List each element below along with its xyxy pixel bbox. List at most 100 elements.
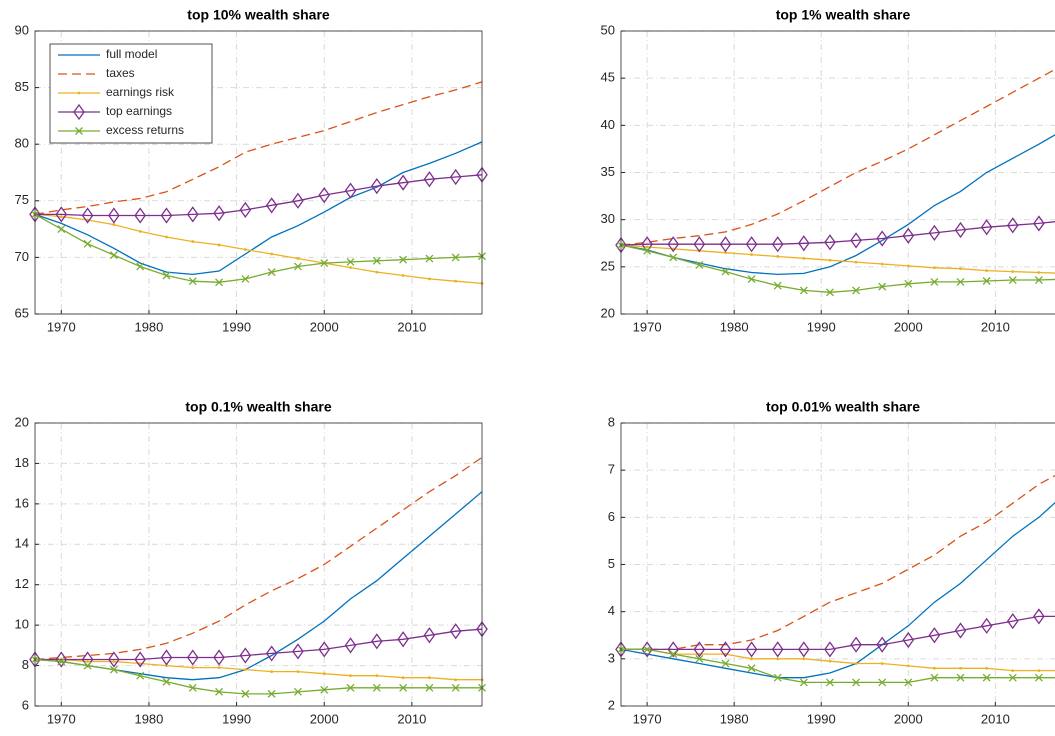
marker-dot xyxy=(1011,270,1015,273)
series-line xyxy=(621,68,1055,246)
marker-diamond xyxy=(81,651,94,668)
marker-x xyxy=(643,645,652,654)
y-tick-label: 80 xyxy=(15,136,29,151)
y-tick-label: 5 xyxy=(608,556,615,571)
marker-x xyxy=(773,673,782,682)
marker-diamond xyxy=(745,236,758,253)
marker-x xyxy=(904,279,913,288)
marker-x xyxy=(904,678,913,687)
subplot: 1970 1980 1990 2000 2010 65 70 75 80 85 90 top 10% … xyxy=(15,7,488,334)
series-line xyxy=(621,244,1055,274)
marker-dot xyxy=(454,279,458,283)
y-tick-label: 16 xyxy=(15,495,29,510)
y-tick-label: 6 xyxy=(608,509,615,524)
marker-dot xyxy=(802,256,806,260)
series-line xyxy=(35,456,482,661)
marker-x xyxy=(956,277,965,286)
marker-diamond xyxy=(1006,612,1019,630)
x-tick-label: 2000 xyxy=(310,319,339,334)
legend: full model taxes earnings risk top earnings… xyxy=(49,43,213,144)
marker-dot xyxy=(828,659,832,663)
marker-x xyxy=(215,687,224,696)
marker-diamond xyxy=(423,627,436,644)
y-tick-label: 50 xyxy=(601,22,615,37)
marker-diamond xyxy=(771,236,784,253)
y-tick-label: 90 xyxy=(15,22,29,37)
legend-label: top earnings xyxy=(106,104,172,118)
y-tick-label: 8 xyxy=(608,414,615,429)
marker-x xyxy=(57,657,66,666)
marker-dot xyxy=(270,252,274,256)
marker-diamond xyxy=(798,641,810,658)
y-tick-label: 70 xyxy=(15,249,29,264)
legend-label: taxes xyxy=(106,66,135,80)
x-tick-label: 1980 xyxy=(720,319,749,334)
marker-x xyxy=(878,282,887,291)
marker-diamond xyxy=(449,623,462,640)
series-line xyxy=(35,658,482,695)
y-tick-label: 8 xyxy=(22,657,29,672)
marker-diamond xyxy=(928,627,941,644)
marker-diamond xyxy=(667,641,680,658)
marker-dot xyxy=(243,248,247,251)
legend-label: excess returns xyxy=(106,123,184,137)
marker-dot xyxy=(401,676,405,680)
y-tick-label: 7 xyxy=(608,462,615,477)
marker-dot xyxy=(854,260,858,264)
marker-x xyxy=(293,687,302,696)
marker-x xyxy=(109,665,118,674)
marker-x xyxy=(109,251,118,260)
marker-x xyxy=(346,257,355,266)
marker-dot xyxy=(217,243,221,247)
marker-diamond xyxy=(1033,608,1045,625)
marker-diamond xyxy=(824,641,836,658)
marker-diamond xyxy=(55,651,68,668)
marker-x xyxy=(75,127,83,135)
marker-dot xyxy=(854,662,858,665)
marker-x xyxy=(399,255,408,264)
marker-x xyxy=(695,654,704,663)
marker-diamond xyxy=(397,174,409,191)
axes-box xyxy=(620,422,1055,707)
x-tick-label: 1990 xyxy=(807,319,836,334)
marker-diamond xyxy=(641,641,653,658)
marker-dot xyxy=(138,662,142,665)
marker-x xyxy=(669,650,678,659)
marker-x xyxy=(241,689,250,698)
marker-dot xyxy=(454,678,458,682)
series-line xyxy=(621,501,1055,679)
marker-x xyxy=(451,253,460,262)
marker-diamond xyxy=(108,207,120,224)
y-tick-label: 20 xyxy=(601,305,615,320)
y-tick-label: 18 xyxy=(15,455,29,470)
marker-x xyxy=(930,277,939,286)
marker-dot xyxy=(138,229,142,233)
marker-x xyxy=(721,267,730,276)
marker-diamond xyxy=(265,197,278,214)
chart-title: top 0.1% wealth share xyxy=(185,399,331,415)
marker-x xyxy=(188,683,197,692)
marker-x xyxy=(425,683,434,692)
marker-dot xyxy=(880,662,884,665)
marker-diamond xyxy=(745,641,758,658)
marker-diamond xyxy=(81,207,94,224)
series-line xyxy=(621,648,1055,684)
marker-x xyxy=(852,286,861,295)
marker-x xyxy=(982,277,991,285)
marker-dot xyxy=(112,660,116,663)
marker-dot xyxy=(1037,669,1041,673)
marker-dot xyxy=(349,674,352,678)
y-tick-label: 35 xyxy=(601,164,615,179)
marker-x xyxy=(451,683,460,692)
marker-dot xyxy=(1011,669,1015,673)
x-tick-label: 1970 xyxy=(633,711,662,726)
marker-x xyxy=(773,281,782,290)
y-tick-label: 65 xyxy=(15,305,29,320)
marker-x xyxy=(346,683,355,692)
marker-dot xyxy=(776,657,780,661)
marker-diamond xyxy=(371,633,383,650)
marker-diamond xyxy=(265,645,278,662)
marker-diamond xyxy=(449,168,462,186)
marker-x xyxy=(825,288,834,297)
marker-x xyxy=(57,225,66,234)
